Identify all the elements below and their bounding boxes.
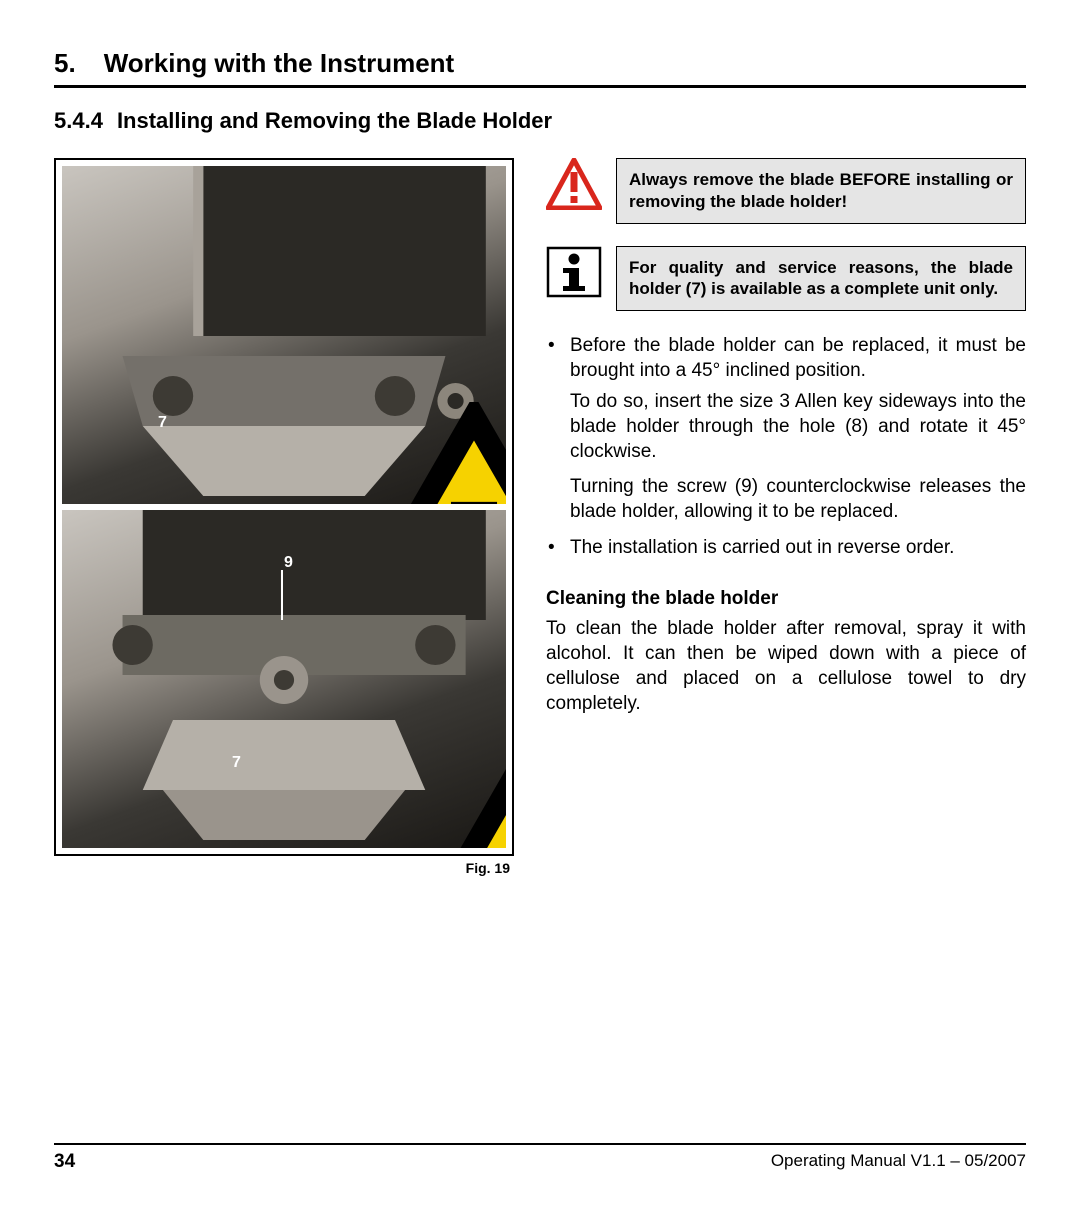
chapter-header: 5. Working with the Instrument xyxy=(54,48,1026,88)
page-number: 34 xyxy=(54,1151,75,1173)
cleaning-text: To clean the blade holder after removal,… xyxy=(546,616,1026,716)
info-callout: For quality and service reasons, the bla… xyxy=(546,246,1026,312)
info-text: For quality and service reasons, the bla… xyxy=(616,246,1026,312)
section-title: Installing and Removing the Blade Holder xyxy=(117,108,552,134)
warning-callout: Always remove the blade BEFORE installin… xyxy=(546,158,1026,224)
figure-label-7b: 7 xyxy=(232,754,241,772)
figure-photo-bottom: 9 7 xyxy=(62,510,506,848)
instruction-item: Before the blade holder can be replaced,… xyxy=(546,333,1026,383)
chapter-title: Working with the Instrument xyxy=(104,48,455,79)
warning-text: Always remove the blade BEFORE installin… xyxy=(616,158,1026,224)
info-icon xyxy=(546,246,602,298)
warning-sticker-icon xyxy=(252,402,506,504)
figure-container: 7 xyxy=(54,158,514,856)
instruction-item: The installation is carried out in rever… xyxy=(546,535,1026,560)
cleaning-subhead: Cleaning the blade holder xyxy=(546,588,1026,610)
figure-label-9: 9 xyxy=(284,554,293,572)
section-number: 5.4.4 xyxy=(54,108,103,134)
warning-triangle-icon xyxy=(546,158,602,210)
doc-info: Operating Manual V1.1 – 05/2007 xyxy=(771,1151,1026,1173)
warning-sticker-icon xyxy=(312,728,506,848)
instruction-para: Turning the screw (9) counterclockwise r… xyxy=(570,474,1026,524)
section-header: 5.4.4 Installing and Removing the Blade … xyxy=(54,108,1026,134)
page-footer: 34 Operating Manual V1.1 – 05/2007 xyxy=(54,1143,1026,1173)
figure-label-7: 7 xyxy=(158,414,167,432)
figure-photo-top: 7 xyxy=(62,166,506,504)
instruction-list: Before the blade holder can be replaced,… xyxy=(546,333,1026,560)
instruction-para: To do so, insert the size 3 Allen key si… xyxy=(570,389,1026,464)
chapter-number: 5. xyxy=(54,48,76,79)
figure-caption: Fig. 19 xyxy=(54,860,514,876)
